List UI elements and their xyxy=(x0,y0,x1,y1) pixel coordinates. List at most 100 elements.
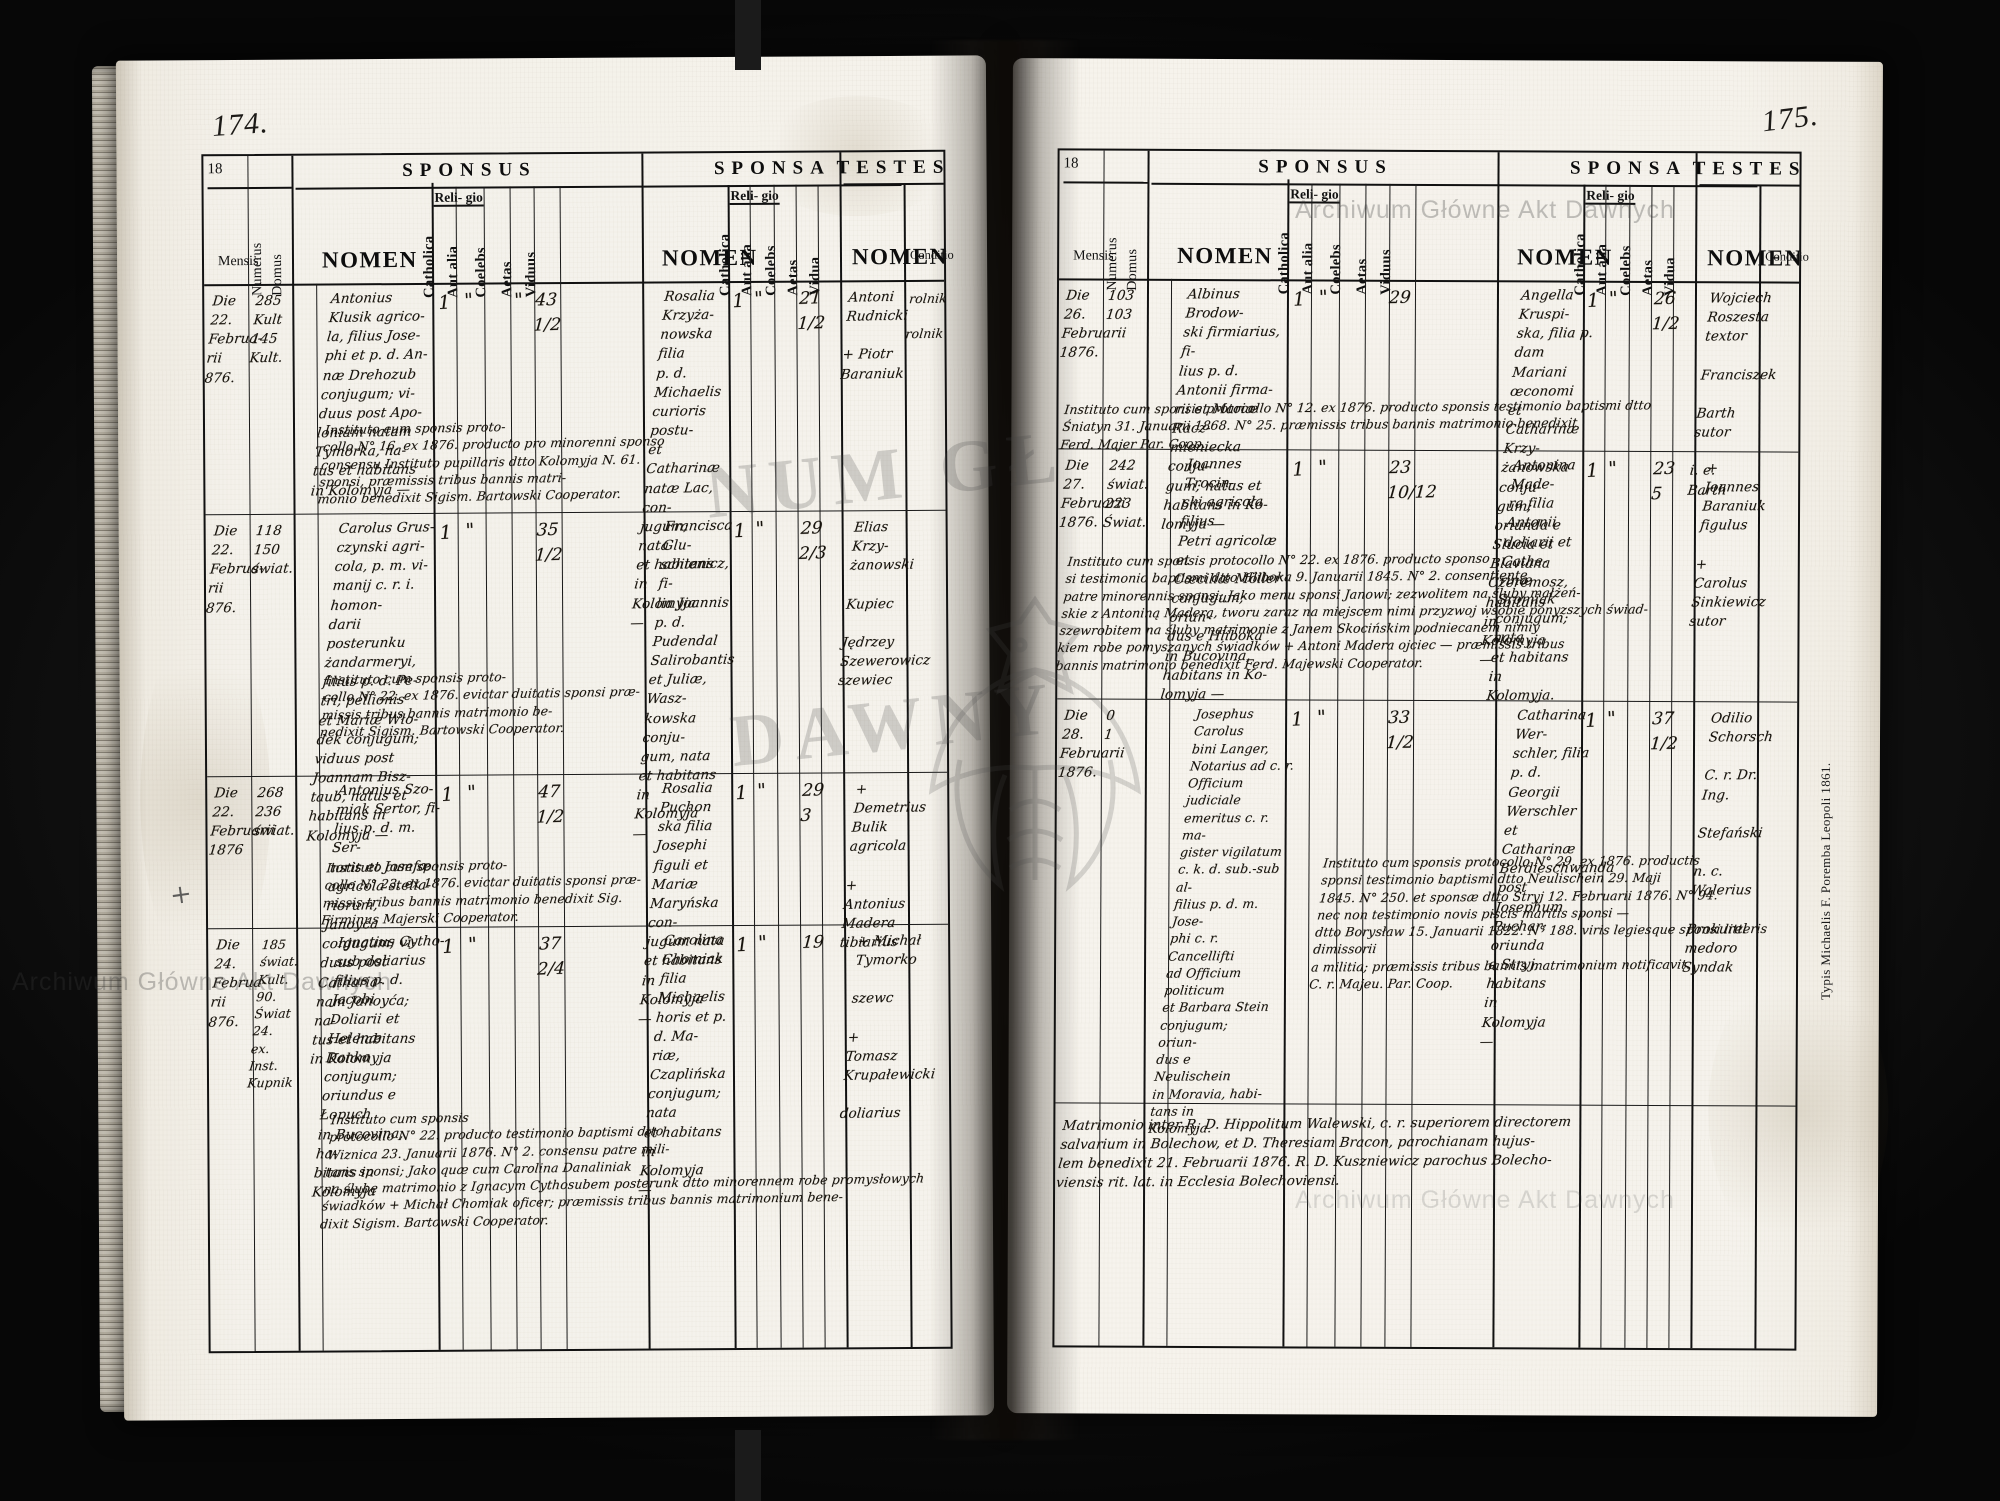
entry-sponsus-autalia: " xyxy=(466,781,477,804)
entry-sponsa-aetas: 23 5 xyxy=(1650,458,1676,505)
entry-sponsus-catholica: 1 xyxy=(440,783,455,807)
table-header-right: 18 SPONSUS SPONSA NOMEN NOMEN Mensis Num… xyxy=(1059,150,1809,296)
entry-date: Die 26. Februarii 1876. xyxy=(1058,287,1128,362)
entry-sponsus-aetas: 43 1/2 xyxy=(532,289,562,336)
entry-date: Die 24. Februa- rii 876. xyxy=(207,936,268,1031)
folio-number-left: 174. xyxy=(210,106,270,143)
entry-marriage-note: Instituto cum sponsis proto- collo N° 22… xyxy=(319,668,641,740)
entry-sponsa-autalia: " xyxy=(1608,287,1619,311)
year-marker: 18 xyxy=(207,161,223,178)
entry-sponsus-catholica: 1 xyxy=(437,291,452,315)
column-header-aetas-sponsus: Aetas xyxy=(1353,258,1371,295)
spine-bottom xyxy=(735,1430,761,1501)
entry-marriage-note: Instituto cum sponsis proto- collo N° 16… xyxy=(316,418,666,507)
column-header-nomen-sponsus: NOMEN xyxy=(321,246,418,273)
entry-date: Die 27. Februarii 1876. xyxy=(1057,457,1127,532)
column-header-nomen-sponsus: NOMEN xyxy=(1177,242,1273,269)
entry-sponsa-aetas: 19 xyxy=(801,932,825,953)
entry-sponsa-aetas: 29 2/3 xyxy=(798,518,828,565)
pencil-cross-mark: + xyxy=(168,878,194,912)
entry-conditio: rolnik rolnik xyxy=(904,290,948,341)
year-marker: 18 xyxy=(1063,155,1079,172)
column-header-numerus: Numerus xyxy=(1104,237,1121,291)
entry-sponsus-aetas: 37 2/4 xyxy=(536,933,566,980)
entry-sponsus-aetas: 35 1/2 xyxy=(534,519,564,566)
column-header-religio-sponsa: Reli- gio xyxy=(1585,188,1636,206)
group-header-sponsus: SPONSUS xyxy=(1151,150,1500,187)
entry-numerus: 118 150 świat. xyxy=(250,522,294,578)
printer-imprint: Typis Michaelis F. Poremba Leopoli 1861. xyxy=(1818,762,1833,1000)
entry-marriage-note: Instituto cum sponsis protocollo N° 22. … xyxy=(1054,550,1649,673)
entry-sponsus-aetas: 33 1/2 xyxy=(1385,707,1415,754)
entry-date: Die 22. Februa- rii 876. xyxy=(203,292,264,387)
column-header-conditio: Conditio xyxy=(909,247,954,262)
entry-sponsa-catholica: 1 xyxy=(733,519,747,543)
entry-sponsus-autalia: " xyxy=(1316,706,1327,729)
entry-sponsa-autalia: " xyxy=(753,287,764,311)
column-header-coelebs-sponsus: Coelebs xyxy=(472,247,490,298)
column-header-numerus: Numerus xyxy=(249,242,266,296)
column-header-religio-sponsus: Reli- gio xyxy=(433,190,484,208)
entry-numerus: 285 Kult 145 Kult. xyxy=(248,292,284,367)
column-header-conditio: Conditio xyxy=(1765,249,1809,264)
entry-numerus: 242 świat. 223 Świat. xyxy=(1101,457,1150,532)
entry-sponsus-autalia: " xyxy=(467,933,478,956)
table-header-left: 18 SPONSUS SPONSA NOMEN NOMEN Mensis Num… xyxy=(203,151,954,298)
entry-sponsus-catholica: 1 xyxy=(441,935,456,959)
entry-marriage-note: Instituto cum sponsis protocollo N° 29. … xyxy=(1308,852,1769,992)
entry-sponsa-aetas: 21 1/2 xyxy=(796,288,826,335)
folio-number-right: 175. xyxy=(1760,98,1821,139)
entry-sponsus-autalia: " xyxy=(1317,456,1328,479)
entry-sponsus-aetas: 29 xyxy=(1388,287,1412,309)
entry-sponsa-aetas: 37 1/2 xyxy=(1649,708,1679,755)
entry-sponsus-autalia: " xyxy=(1318,286,1329,309)
entry-sponsa-catholica: 1 xyxy=(1584,709,1598,732)
spine-top xyxy=(735,0,761,70)
entry-marriage-note: Instituto cum sponsis proto- collo N° 23… xyxy=(320,856,642,928)
entry-sponsa-catholica: 1 xyxy=(734,781,749,805)
entry-sponsus-catholica: 1 xyxy=(439,521,453,545)
column-header-coelebs-sponsa: Coelebs xyxy=(1617,245,1635,296)
entry-sponsus-catholica: 1 xyxy=(1291,458,1305,481)
entry-sponsus-autalia: " xyxy=(463,289,474,312)
entry-sponsus-catholica: 1 xyxy=(1292,288,1306,311)
entry-sponsus-aetas: 47 1/2 xyxy=(535,781,565,828)
entry-sponsus-coelebs: " xyxy=(513,289,524,312)
column-header-religio-sponsa: Reli- gio xyxy=(729,188,780,206)
entry-sponsa-catholica: 1 xyxy=(731,289,746,313)
entry-sponsa-autalia: " xyxy=(1606,707,1617,731)
column-header-religio-sponsus: Reli- gio xyxy=(1289,186,1340,204)
entry-marriage-note: Instituto cum sponsis protocollo N° 22. … xyxy=(319,1109,925,1231)
entry-sponsa-autalia: " xyxy=(757,931,768,955)
entry-sponsa-autalia: " xyxy=(1607,457,1618,481)
entry-date: Die 28. Februarii 1876. xyxy=(1056,707,1126,782)
footer-marriage-note: Matrimonio inter R. D. Hippolitum Walews… xyxy=(1055,1113,1573,1192)
column-header-domus: Domus xyxy=(1124,248,1141,291)
entry-sponsa-autalia: " xyxy=(755,517,766,541)
entry-date: Die 22. Februarii 1876 xyxy=(207,784,276,860)
column-header-domus: Domus xyxy=(269,253,286,296)
entry-numerus: 268 236 świat. xyxy=(252,784,296,840)
entry-testes-nomen: Antoni Rudnicki + Piotr Baraniuk xyxy=(839,288,909,383)
entry-sponsus-catholica: 1 xyxy=(1290,708,1304,731)
group-header-testes: TESTES xyxy=(836,156,951,179)
entry-date: Die 22. Februa- rii 876. xyxy=(205,522,265,617)
entry-sponsus-aetas: 23 10/12 xyxy=(1386,457,1438,504)
entry-marriage-note: Instituto cum sponsis protocollo N° 12. … xyxy=(1059,397,1653,452)
entry-sponsa-catholica: 1 xyxy=(1585,459,1599,482)
entry-numerus: 0 1 xyxy=(1103,707,1116,743)
entry-sponsa-aetas: 29 3 xyxy=(799,780,825,827)
entry-sponsus-autalia: " xyxy=(465,519,476,542)
column-header-coelebs-sponsus: Coelebs xyxy=(1327,244,1345,295)
entry-numerus: 103 103 xyxy=(1104,287,1136,324)
register-table-right: 18 SPONSUS SPONSA NOMEN NOMEN Mensis Num… xyxy=(1052,148,1809,1351)
entry-sponsa-catholica: 1 xyxy=(1586,289,1600,313)
group-header-sponsus: SPONSUS xyxy=(295,153,644,190)
entry-sponsa-catholica: 1 xyxy=(735,933,750,957)
column-header-coelebs-sponsa: Coelebs xyxy=(762,245,780,296)
group-header-testes: TESTES xyxy=(1692,158,1807,180)
entry-sponsa-aetas: 26 1/2 xyxy=(1651,288,1681,335)
entry-sponsa-autalia: " xyxy=(756,779,767,803)
register-table-left: 18 SPONSUS SPONSA NOMEN NOMEN Mensis Num… xyxy=(201,149,954,1354)
